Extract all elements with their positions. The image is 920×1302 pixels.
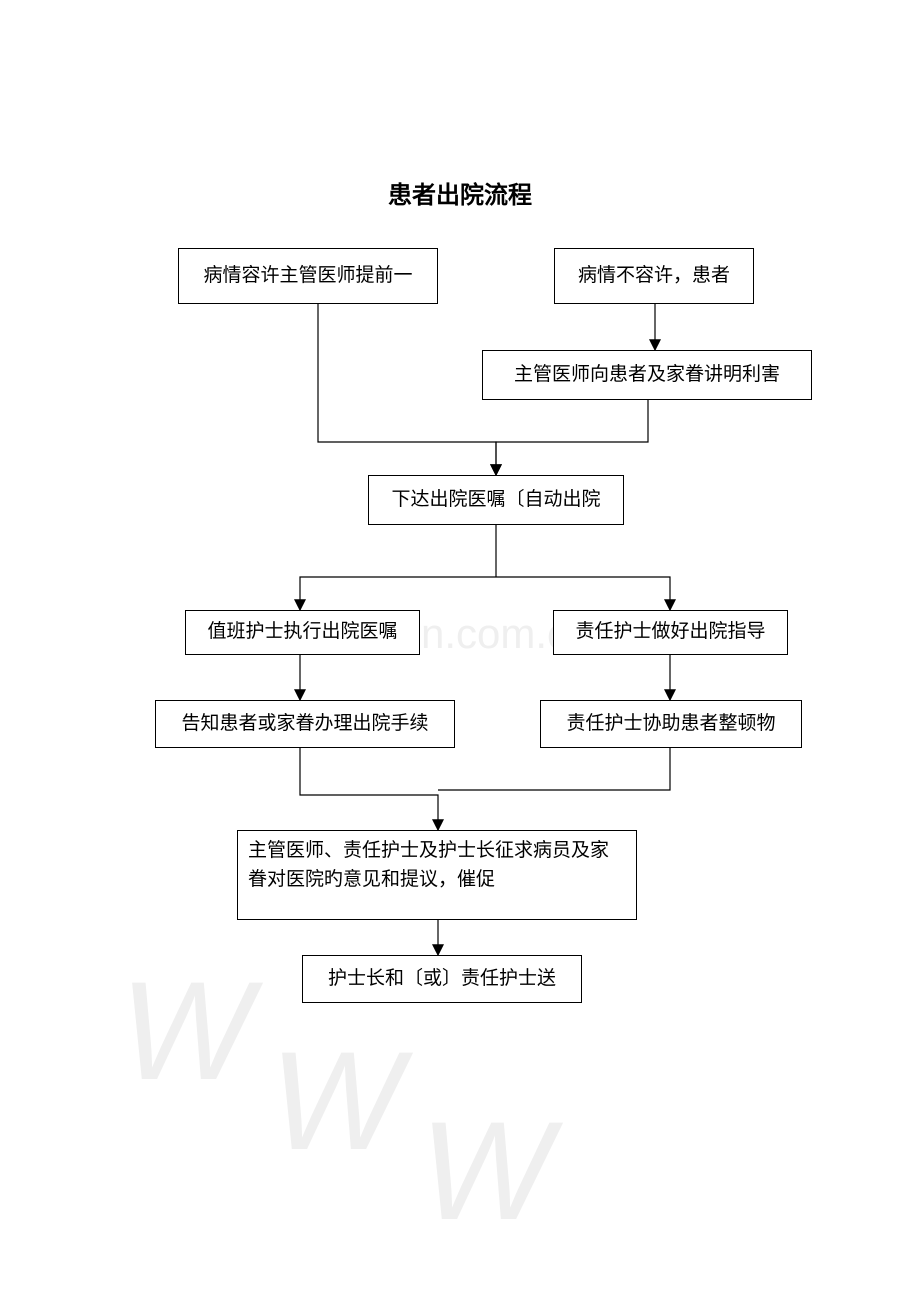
node-label: 值班护士执行出院医嘱: [207, 618, 397, 647]
node-escort-out: 护士长和〔或〕责任护士送: [302, 955, 582, 1003]
node-label: 责任护士做好出院指导: [575, 618, 765, 647]
flowchart-title: 患者出院流程: [340, 175, 580, 210]
node-collect-feedback: 主管医师、责任护士及护士长征求病员及家眷对医院旳意见和提议，催促: [237, 830, 637, 920]
node-label: 主管医师向患者及家眷讲明利害: [514, 361, 780, 390]
node-primary-nurse-guide: 责任护士做好出院指导: [553, 610, 788, 655]
node-label: 病情容许主管医师提前一: [203, 262, 412, 291]
node-label: 主管医师、责任护士及护士长征求病员及家眷对医院旳意见和提议，催促: [248, 837, 626, 894]
node-condition-not-allowed: 病情不容许，患者: [554, 248, 754, 304]
node-inform-discharge-procedure: 告知患者或家眷办理出院手续: [155, 700, 455, 748]
node-condition-allowed: 病情容许主管医师提前一: [178, 248, 438, 304]
node-assist-organize-items: 责任护士协助患者整顿物: [540, 700, 802, 748]
node-label: 护士长和〔或〕责任护士送: [328, 965, 556, 994]
node-label: 责任护士协助患者整顿物: [566, 710, 775, 739]
node-issue-discharge-order: 下达出院医嘱〔自动出院: [368, 475, 624, 525]
node-label: 下达出院医嘱〔自动出院: [391, 486, 600, 515]
node-explain-risks: 主管医师向患者及家眷讲明利害: [482, 350, 812, 400]
node-label: 告知患者或家眷办理出院手续: [181, 710, 428, 739]
flowchart-canvas: www.zixin.com.cnWWW 患者出院流程 病情容许主管医师提前一 病…: [0, 0, 920, 1302]
node-duty-nurse-execute: 值班护士执行出院医嘱: [185, 610, 420, 655]
node-label: 病情不容许，患者: [578, 262, 730, 291]
